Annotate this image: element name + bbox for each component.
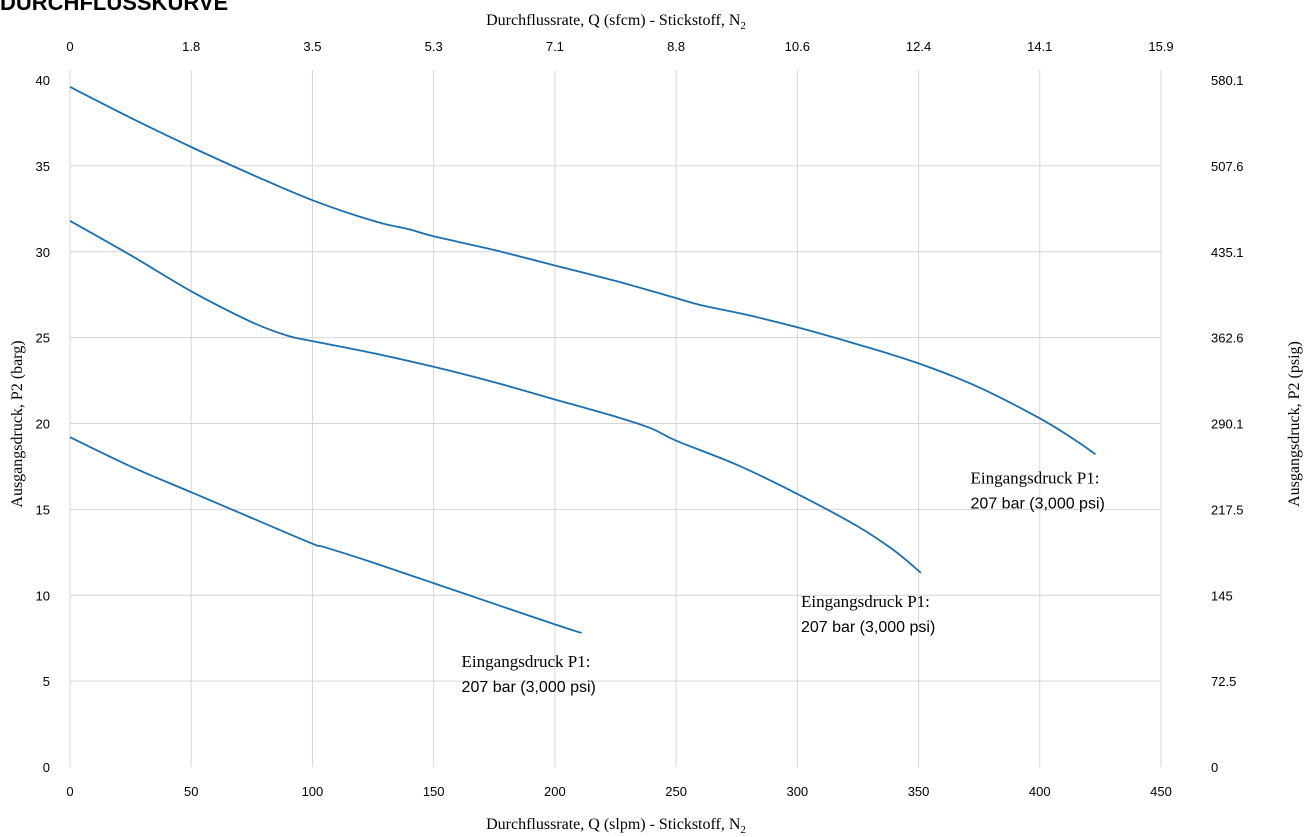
left-axis-title: Ausgangsdruck, P2 (barg) (9, 340, 26, 507)
x-tick-label: 200 (544, 784, 566, 799)
series-annotation-line1: Eingangsdruck P1: (971, 468, 1100, 487)
x2-tick-label: 0 (66, 39, 73, 54)
y2-tick-label: 145 (1211, 588, 1233, 603)
y2-tick-label: 362.6 (1211, 331, 1244, 346)
y2-tick-label: 435.1 (1211, 245, 1244, 260)
x-tick-label: 300 (786, 784, 808, 799)
y-tick-label: 20 (36, 417, 50, 432)
y-tick-label: 10 (36, 588, 50, 603)
bottom-axis-title: Durchflussrate, Q (slpm) - Stickstoff, N… (486, 816, 746, 836)
series-line-2 (69, 220, 922, 574)
x-tick-label: 100 (302, 784, 324, 799)
series-annotation-line2: 207 bar (3,000 psi) (462, 679, 596, 696)
x2-tick-label: 3.5 (303, 39, 321, 54)
x2-tick-label: 10.6 (785, 39, 810, 54)
right-axis-title: Ausgangsdruck, P2 (psig) (1286, 341, 1303, 507)
x2-tick-label: 1.8 (182, 39, 200, 54)
series-lines (69, 86, 1097, 634)
x-tick-label: 0 (66, 784, 73, 799)
series-annotation-line2: 207 bar (3,000 psi) (801, 619, 935, 636)
series-line-3 (69, 436, 582, 634)
x2-tick-label: 5.3 (425, 39, 443, 54)
y2-tick-label: 0 (1211, 760, 1218, 775)
grid-lines (69, 70, 1162, 767)
y2-tick-label: 290.1 (1211, 417, 1244, 432)
x2-tick-label: 12.4 (906, 39, 931, 54)
y-tick-label: 0 (43, 760, 50, 775)
y2-tick-label: 72.5 (1211, 674, 1236, 689)
y-tick-label: 35 (36, 159, 50, 174)
y-tick-label: 40 (36, 73, 50, 88)
y2-tick-label: 217.5 (1211, 502, 1244, 517)
y-tick-label: 5 (43, 674, 50, 689)
chart-heading: DURCHFLUSSKURVE (0, 0, 228, 15)
series-annotation-line1: Eingangsdruck P1: (801, 592, 930, 611)
series-annotations: Eingangsdruck P1: 207 bar (3,000 psi) Eing… (462, 468, 1105, 696)
x-tick-label: 350 (908, 784, 930, 799)
x-tick-label: 250 (665, 784, 687, 799)
x-tick-label: 50 (184, 784, 198, 799)
x2-tick-label: 8.8 (667, 39, 685, 54)
y2-tick-label: 580.1 (1211, 73, 1244, 88)
y-tick-label: 25 (36, 331, 50, 346)
x-tick-label: 450 (1150, 784, 1172, 799)
x-tick-label: 400 (1029, 784, 1051, 799)
x2-tick-label: 7.1 (546, 39, 564, 54)
top-axis-title: Durchflussrate, Q (sfcm) - Stickstoff, N… (486, 12, 746, 32)
y2-tick-label: 507.6 (1211, 159, 1244, 174)
series-annotation-line2: 207 bar (3,000 psi) (971, 495, 1105, 512)
x-tick-label: 150 (423, 784, 445, 799)
series-annotation-line1: Eingangsdruck P1: (462, 652, 591, 671)
y-tick-label: 15 (36, 502, 50, 517)
y-tick-label: 30 (36, 245, 50, 260)
x2-tick-label: 15.9 (1148, 39, 1173, 54)
series-line-1 (69, 86, 1097, 456)
x2-tick-label: 14.1 (1027, 39, 1052, 54)
